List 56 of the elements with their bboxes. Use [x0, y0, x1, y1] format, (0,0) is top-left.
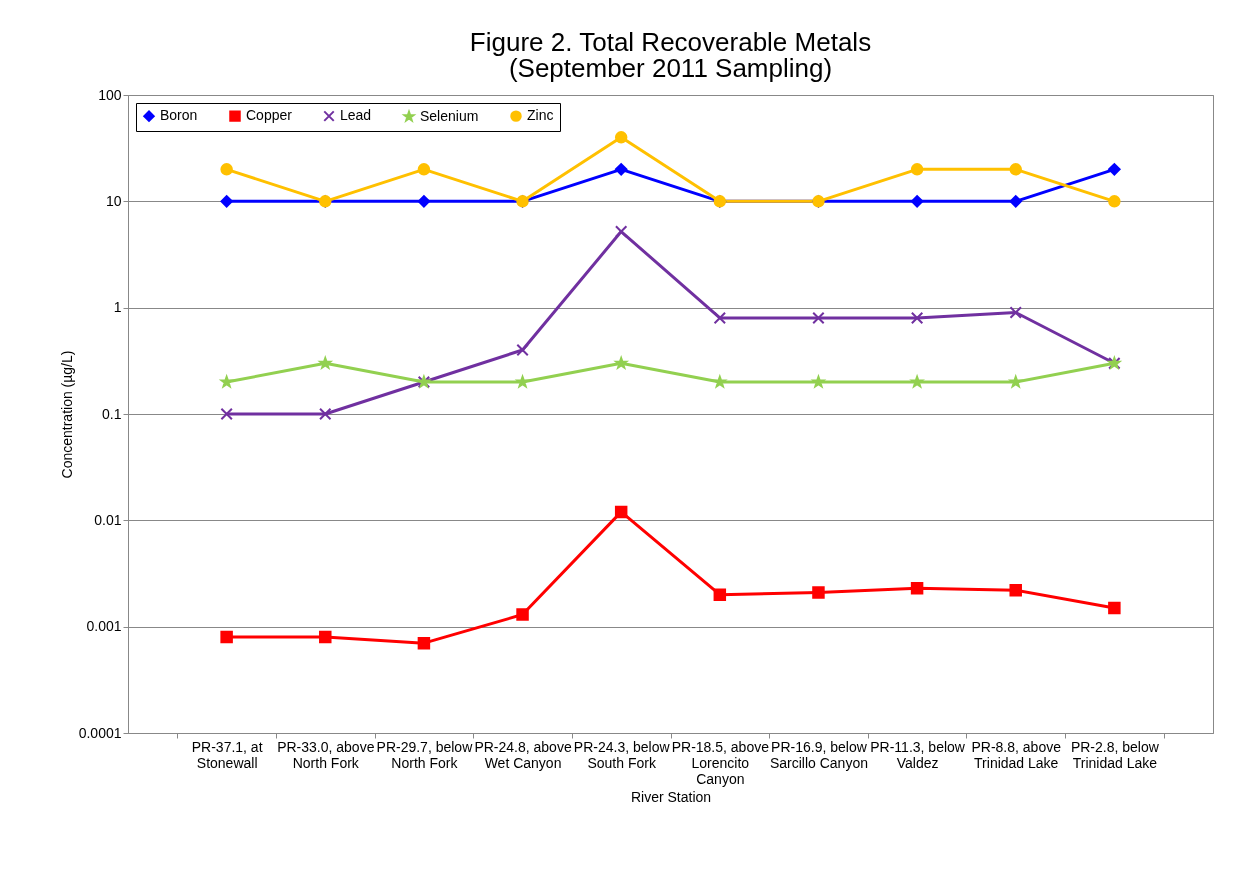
x-axis-title: River Station — [630, 788, 712, 805]
x-tick-label: PR-16.9, below Sarcillo Canyon — [769, 738, 868, 771]
point — [220, 630, 233, 644]
point — [910, 195, 924, 208]
point — [220, 163, 233, 176]
x-tick-label: PR-24.8, above Wet Canyon — [474, 738, 572, 771]
point — [614, 505, 628, 519]
point — [1009, 195, 1022, 208]
point — [220, 195, 233, 208]
x-tick-label: PR-24.3, below South Fork — [573, 738, 671, 771]
y-tick-label: 0.001 — [86, 618, 122, 635]
point — [713, 311, 727, 325]
y-tick-label: 0.0001 — [78, 724, 122, 741]
point — [1009, 584, 1022, 597]
point — [516, 608, 529, 621]
y-tick-label: 1 — [113, 299, 122, 316]
point — [614, 225, 628, 238]
point — [1108, 195, 1121, 208]
point — [516, 343, 529, 357]
point — [1108, 163, 1121, 176]
y-tick-label: 0.01 — [94, 511, 122, 528]
point — [1009, 163, 1022, 176]
point — [220, 375, 233, 388]
point — [910, 581, 924, 595]
legend-label: Copper — [246, 107, 293, 124]
point — [812, 586, 825, 599]
point — [417, 636, 431, 650]
point — [220, 407, 233, 421]
y-tick-label: 10 — [105, 192, 122, 209]
point — [1108, 601, 1121, 615]
x-tick-label: PR-29.7, below North Fork — [376, 738, 474, 771]
point — [319, 630, 332, 644]
x-tick-label: PR-8.8, above Trinidad Lake — [971, 738, 1062, 771]
point — [1009, 306, 1022, 319]
x-tick-label: PR-18.5, above Lorencito Canyon — [671, 738, 770, 787]
point — [417, 163, 431, 176]
x-tick-label: PR-33.0, above North Fork — [277, 738, 375, 771]
point — [1009, 375, 1022, 388]
x-tick-label: PR-11.3, below Valdez — [870, 738, 966, 771]
y-tick-label: 0.1 — [102, 405, 122, 422]
x-tick-label: PR-2.8, below Trinidad Lake — [1070, 738, 1160, 771]
point — [417, 195, 431, 208]
point — [319, 407, 332, 421]
point — [812, 311, 825, 325]
point — [614, 163, 628, 176]
legend-label: Boron — [160, 107, 198, 124]
y-axis-title: Concentration (µg/L) — [58, 350, 75, 479]
legend-label: Zinc — [527, 107, 554, 124]
y-tick-label: 100 — [98, 86, 122, 103]
legend-label: Lead — [340, 107, 372, 124]
point — [713, 588, 727, 601]
point — [910, 163, 924, 176]
x-tick-label: PR-37.1, at Stonewall — [191, 738, 263, 771]
legend-label: Selenium — [420, 107, 479, 124]
point — [614, 131, 628, 144]
point — [910, 311, 924, 325]
